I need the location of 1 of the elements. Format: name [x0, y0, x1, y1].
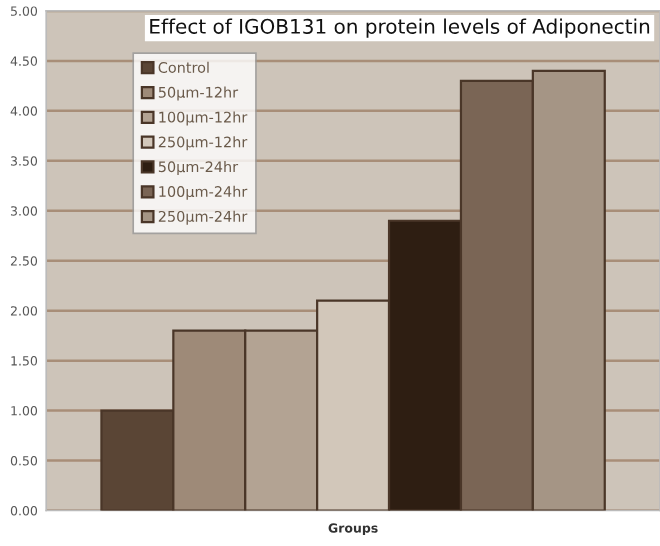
chart-title: Effect of IGOB131 on protein levels of Adiponectin	[150, 18, 650, 38]
